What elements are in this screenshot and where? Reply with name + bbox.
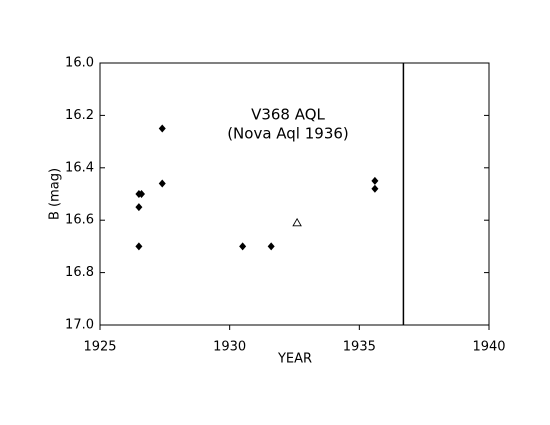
point [137,190,145,198]
y-tick-label: 17.0 [65,318,94,333]
point [135,242,143,251]
chart-subtitle: (Nova Aql 1936) [227,125,349,143]
x-tick-label: 1935 [343,340,376,355]
x-tick-label: 1940 [472,340,505,355]
point [371,176,379,185]
x-tick-label: 1930 [213,340,246,355]
y-tick-label: 16.2 [65,108,94,123]
point [292,217,302,227]
point [158,179,166,188]
point [267,242,275,251]
x-axis-label: YEAR [277,352,312,367]
point [371,184,379,193]
y-tick-label: 16.8 [65,265,94,280]
y-tick-label: 16.0 [65,56,94,71]
point [239,242,247,251]
point [158,124,166,133]
chart-title: V368 AQL [251,106,325,124]
y-axis-label: B (mag) [48,168,63,220]
point [135,203,143,212]
y-tick-label: 16.6 [65,213,94,228]
x-tick-label: 1925 [83,340,116,355]
plot-frame [99,62,490,326]
y-tick-label: 16.4 [65,160,94,175]
